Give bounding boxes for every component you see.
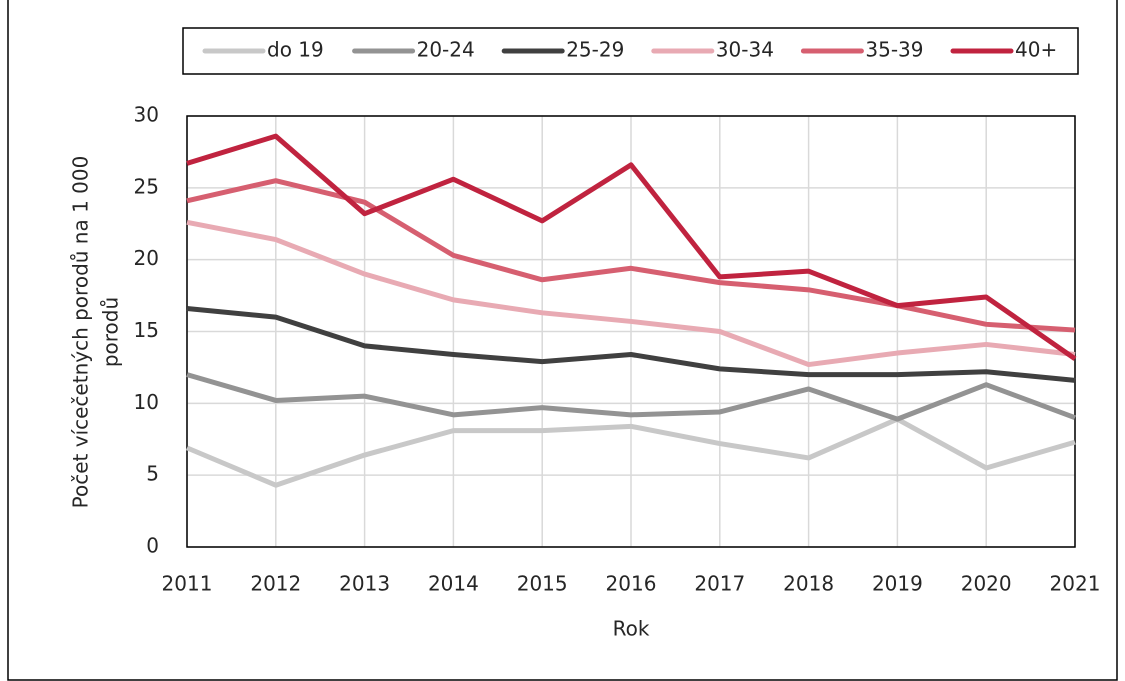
legend-label: 20-24 xyxy=(417,38,475,62)
x-tick-label: 2011 xyxy=(162,572,213,596)
chart-border xyxy=(7,0,1118,681)
y-tick-label: 15 xyxy=(134,318,159,342)
x-tick-label: 2016 xyxy=(606,572,657,596)
legend-label: 25-29 xyxy=(566,38,624,62)
y-axis-label-line: Počet vícečetných porodů na 1 000 xyxy=(69,156,93,509)
series-line xyxy=(186,133,1077,361)
y-tick-label: 20 xyxy=(134,246,159,270)
y-tick-label: 25 xyxy=(134,174,159,198)
y-tick-label: 5 xyxy=(146,462,159,486)
x-tick-label: 2014 xyxy=(428,572,479,596)
x-tick-label: 2018 xyxy=(783,572,834,596)
series-line xyxy=(186,372,1076,422)
x-tick-label: 2017 xyxy=(694,572,745,596)
x-tick-label: 2020 xyxy=(961,572,1012,596)
y-tick-label: 30 xyxy=(134,103,159,127)
x-axis-label: Rok xyxy=(613,617,650,641)
legend-box xyxy=(182,27,1079,75)
y-axis-label-line: porodů xyxy=(99,297,123,367)
y-axis-label: Počet vícečetných porodů na 1 000 porodů xyxy=(69,156,123,509)
series-line xyxy=(186,178,1076,333)
plot-border xyxy=(186,115,1076,548)
series-line xyxy=(186,306,1076,383)
legend-label: do 19 xyxy=(267,38,324,62)
x-tick-label: 2013 xyxy=(339,572,390,596)
legend-label: 35-39 xyxy=(865,38,923,62)
x-tick-label: 2021 xyxy=(1050,572,1101,596)
legend-label: 40+ xyxy=(1015,38,1057,62)
x-tick-label: 2012 xyxy=(250,572,301,596)
legend-label: 30-34 xyxy=(716,38,774,62)
series-line xyxy=(186,219,1076,368)
x-tick-label: 2019 xyxy=(872,572,923,596)
y-tick-label: 10 xyxy=(134,390,159,414)
y-tick-label: 0 xyxy=(146,534,159,558)
x-tick-label: 2015 xyxy=(517,572,568,596)
series-line xyxy=(186,416,1076,488)
